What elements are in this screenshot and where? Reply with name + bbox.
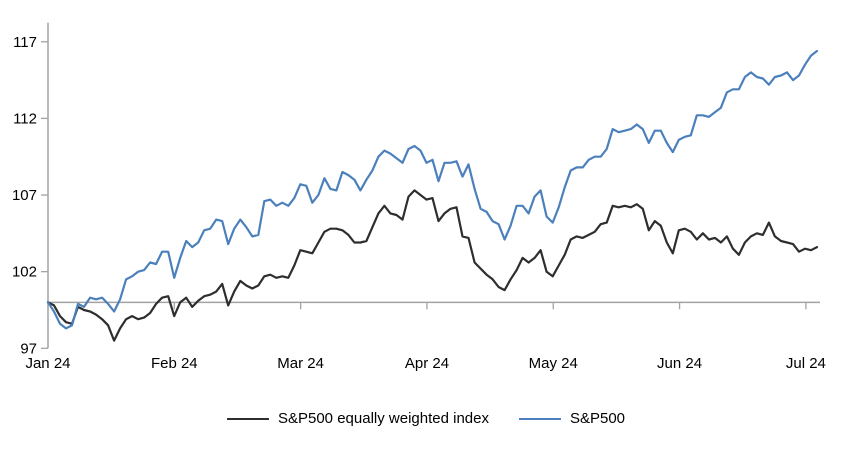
sp500-line [46, 49, 819, 330]
y-axis-tick-label: 102 [12, 264, 37, 281]
chart-plot-area: 97 102 107 112 117 Jan 24 Feb 24 Mar 24 Apr 24 Ma… [12, 22, 826, 372]
x-axis-tick-label: Feb 24 [151, 355, 198, 372]
sp500-line-swatch [518, 417, 561, 420]
x-axis-tick-label: May 24 [529, 355, 578, 372]
legend-label-sp500: S&P500 [569, 410, 626, 427]
sp500-equal-weight-line [46, 189, 819, 342]
legend-label-sp500-equal-weight: S&P500 equally weighted index [277, 410, 489, 427]
legend-item-sp500: S&P500 [518, 410, 626, 427]
x-axis-tick-label: Jan 24 [25, 355, 70, 372]
chart-legend: S&P500 equally weighted index S&P500 [0, 410, 852, 427]
x-axis-tick-label: Jul 24 [786, 355, 826, 372]
x-axis-tick-label: Jun 24 [657, 355, 702, 372]
x-axis-tick-label: Mar 24 [277, 355, 324, 372]
y-axis-tick-label: 112 [13, 110, 37, 127]
y-axis-tick-label: 107 [12, 187, 37, 204]
y-axis-tick-label: 117 [13, 34, 37, 51]
y-axis-tick-label: 97 [20, 340, 37, 357]
sp500-equal-weight-line-swatch [226, 417, 269, 420]
legend-item-sp500-equal-weight: S&P500 equally weighted index [226, 410, 489, 427]
x-axis-tick-label: Apr 24 [405, 355, 449, 372]
